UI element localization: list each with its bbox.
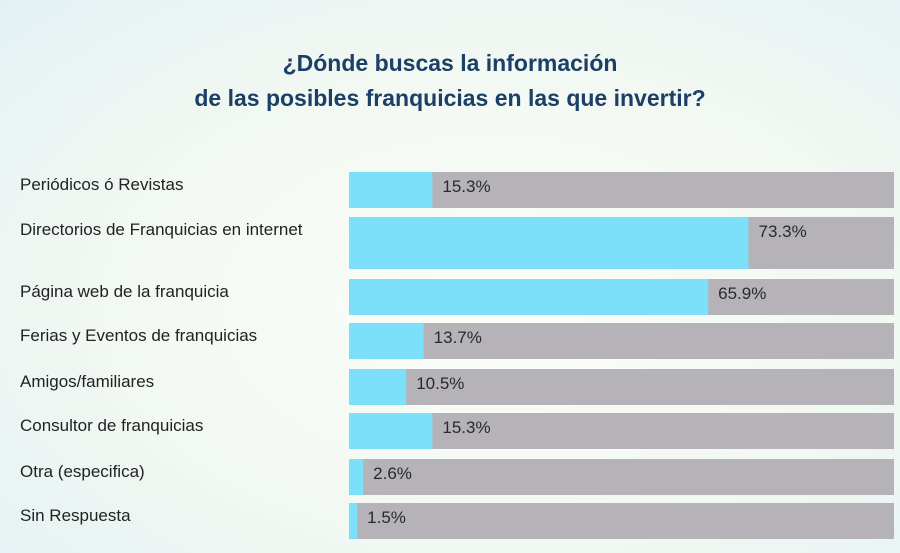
bar-track (349, 172, 894, 208)
data-label: 13.7% (434, 328, 482, 347)
bar-track (349, 323, 894, 359)
bar-track (349, 413, 894, 449)
bar (349, 323, 424, 359)
data-label: 10.5% (416, 374, 464, 393)
bar (349, 413, 433, 449)
chart-title: ¿Dónde buscas la información de las posi… (0, 46, 900, 116)
bar-track (349, 369, 894, 405)
category-label: Directorios de Franquicias en internet (20, 220, 303, 239)
bar (349, 459, 364, 495)
bar (349, 279, 709, 315)
data-label: 73.3% (758, 222, 806, 241)
chart-title-line-2: de las posibles franquicias en las que i… (194, 85, 706, 111)
data-label: 15.3% (442, 177, 490, 196)
chart-title-line-1: ¿Dónde buscas la información (282, 50, 618, 76)
category-label: Periódicos ó Revistas (20, 175, 184, 194)
category-label: Sin Respuesta (20, 506, 131, 525)
bar-track (349, 459, 894, 495)
data-label: 15.3% (442, 418, 490, 437)
bar (349, 172, 433, 208)
category-label: Ferias y Eventos de franquicias (20, 326, 258, 345)
category-label: Otra (especifica) (20, 462, 145, 481)
bar (349, 217, 749, 269)
bar (349, 369, 407, 405)
data-label: 2.6% (373, 464, 412, 483)
data-label: 65.9% (718, 284, 766, 303)
category-label: Consultor de franquicias (20, 416, 204, 435)
bar (349, 503, 358, 539)
category-label: Página web de la franquicia (20, 282, 229, 301)
bar-track (349, 503, 894, 539)
category-label: Amigos/familiares (20, 372, 155, 391)
data-label: 1.5% (367, 508, 406, 527)
